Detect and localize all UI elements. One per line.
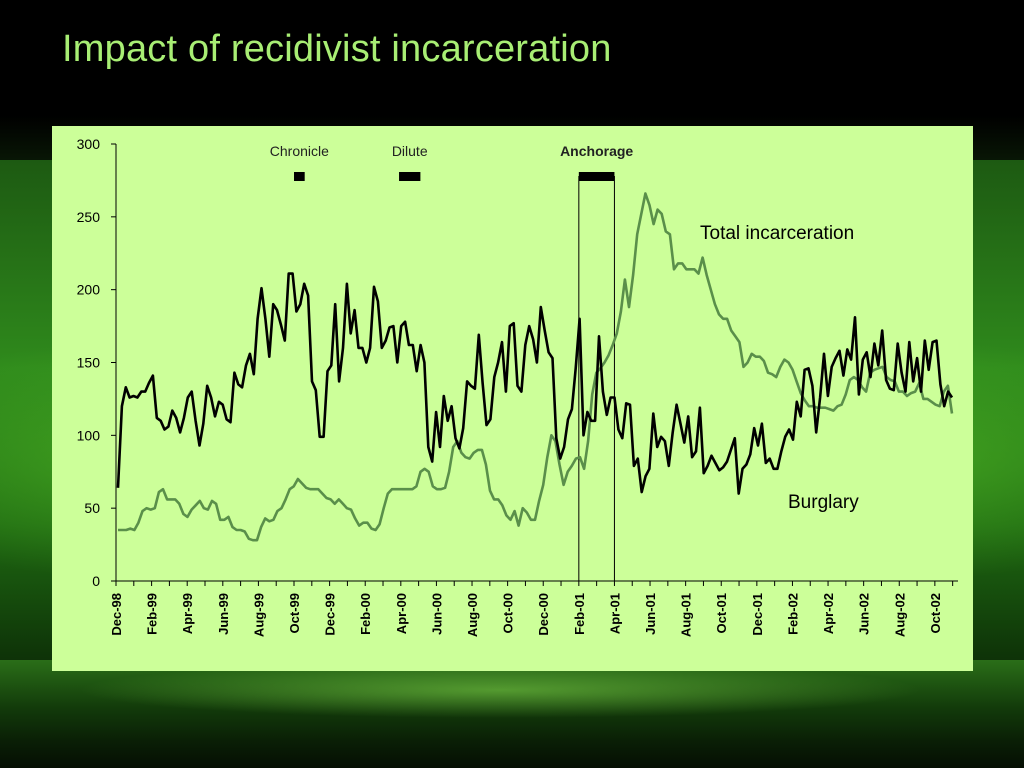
y-tick-label: 300 [77, 136, 101, 152]
x-tick-label: Jun-00 [429, 593, 444, 635]
series-line-total-incarceration [118, 192, 954, 542]
x-tick-label: Apr-99 [180, 593, 195, 634]
x-tick-label: Oct-01 [714, 593, 729, 633]
annotation-bar-dilute [399, 172, 421, 181]
x-tick-label: Feb-02 [785, 593, 800, 635]
x-tick-label: Oct-02 [928, 593, 943, 633]
annotation-bar-anchorage [578, 172, 615, 181]
y-tick-label: 0 [92, 573, 100, 589]
x-tick-label: Oct-00 [501, 593, 516, 633]
x-tick-label: Aug-01 [679, 593, 694, 637]
x-tick-label: Dec-00 [536, 593, 551, 636]
slide-background-bottom [0, 660, 1024, 768]
x-tick-label: Feb-01 [572, 593, 587, 635]
x-tick-label: Apr-00 [394, 593, 409, 634]
x-tick-label: Dec-01 [750, 593, 765, 636]
x-tick-label: Feb-99 [145, 593, 160, 635]
x-tick-label: Apr-01 [607, 593, 622, 634]
x-tick-label: Oct-99 [287, 593, 302, 633]
y-tick-label: 200 [77, 282, 101, 298]
x-tick-label: Dec-98 [109, 593, 124, 636]
y-tick-label: 100 [77, 427, 101, 443]
series-label-burglary: Burglary [788, 492, 859, 513]
x-tick-label: Jun-02 [857, 593, 872, 635]
series-line-burglary [116, 272, 954, 495]
y-tick-label: 50 [84, 500, 100, 516]
annotation-bar-chronicle [294, 172, 305, 181]
x-tick-label: Aug-00 [465, 593, 480, 637]
series-label-total-incarceration: Total incarceration [700, 223, 854, 244]
x-tick-label: Aug-02 [892, 593, 907, 637]
annotation-label-dilute: Dilute [392, 143, 428, 159]
annotation-label-chronicle: Chronicle [270, 143, 329, 159]
x-tick-label: Jun-99 [216, 593, 231, 635]
annotation-label-anchorage: Anchorage [560, 143, 633, 159]
chart-panel: 0 50 100 150 200 250 300 Dec-98 Feb-99 Apr-99 Jun-… [52, 126, 973, 671]
y-tick-label: 150 [77, 355, 101, 371]
x-tick-label: Apr-02 [821, 593, 836, 634]
y-tick-label: 250 [77, 209, 101, 225]
x-tick-label: Jun-01 [643, 593, 658, 635]
x-tick-label: Aug-99 [251, 593, 266, 637]
x-tick-label: Dec-99 [323, 593, 338, 636]
line-chart: 0 50 100 150 200 250 300 Dec-98 Feb-99 Apr-99 Jun-… [77, 136, 958, 637]
slide-title: Impact of recidivist incarceration [62, 28, 612, 70]
x-tick-label: Feb-00 [358, 593, 373, 635]
